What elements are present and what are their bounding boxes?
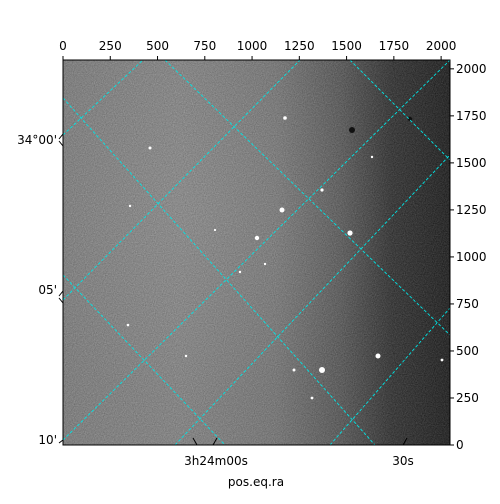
left-axis: 34°00' 05' 10' — [17, 133, 64, 447]
right-tick-label: 2000 — [456, 62, 487, 76]
left-tick — [58, 290, 64, 297]
left-tick-label: 05' — [38, 283, 57, 297]
top-tick-label: 750 — [193, 39, 216, 53]
right-axis: 0 250 500 750 1000 1250 1500 1750 2000 — [450, 62, 487, 452]
star — [213, 228, 217, 232]
top-tick-label: 1000 — [237, 39, 268, 53]
top-tick-label: 500 — [146, 39, 169, 53]
right-tick-label: 1750 — [456, 109, 487, 123]
bottom-tick — [402, 437, 408, 446]
right-tick-label: 250 — [456, 391, 479, 405]
star — [349, 127, 355, 133]
star — [310, 396, 314, 400]
grid-line-dec — [63, 60, 144, 136]
star — [128, 204, 132, 208]
star — [184, 354, 188, 358]
grid-line-dec — [174, 154, 450, 445]
grid-line-ra — [63, 97, 376, 445]
star — [440, 358, 444, 362]
grid-line-ra — [63, 274, 226, 445]
x-axis-label: pos.eq.ra — [228, 475, 284, 489]
star — [238, 270, 242, 274]
bottom-tick-label: 30s — [392, 454, 414, 468]
coordinate-grid — [63, 60, 450, 445]
star — [320, 188, 324, 192]
grid-line-ra — [164, 60, 450, 336]
star — [407, 116, 413, 122]
left-tick — [58, 140, 64, 147]
bottom-tick-label: 3h24m00s — [184, 454, 248, 468]
top-tick-label: 1500 — [331, 39, 362, 53]
star — [148, 146, 152, 150]
top-tick-label: 0 — [59, 39, 67, 53]
star — [370, 155, 374, 159]
bottom-tick — [212, 437, 218, 446]
bottom-tick — [192, 437, 198, 446]
bottom-axis: 3h24m00s 30s — [184, 437, 414, 468]
star — [279, 207, 285, 213]
image-grain — [63, 60, 450, 445]
top-axis: 0 250 500 750 1000 1250 1500 1750 2000 — [59, 39, 456, 60]
right-tick-label: 1500 — [456, 156, 487, 170]
plot-frame — [62, 59, 451, 446]
star — [375, 353, 381, 359]
right-tick-label: 500 — [456, 344, 479, 358]
star — [347, 230, 353, 236]
top-tick-label: 250 — [99, 39, 122, 53]
plot-area — [63, 60, 450, 445]
star — [263, 262, 267, 266]
right-tick-label: 750 — [456, 297, 479, 311]
star — [126, 323, 130, 327]
star — [283, 116, 287, 120]
grid-line-dec — [63, 60, 301, 301]
left-tick-label: 10' — [38, 433, 57, 447]
right-tick-label: 1000 — [456, 250, 487, 264]
left-tick — [58, 133, 64, 140]
left-tick — [58, 439, 64, 444]
star — [319, 367, 325, 373]
top-tick-label: 1250 — [284, 39, 315, 53]
right-tick-label: 1250 — [456, 203, 487, 217]
grid-line-dec — [63, 60, 450, 441]
right-tick-label: 0 — [456, 438, 464, 452]
grid-line-ra — [349, 60, 450, 161]
grid-line-dec — [329, 307, 450, 445]
star — [292, 368, 296, 372]
star — [254, 235, 260, 241]
left-tick-label: 34°00' — [17, 133, 57, 147]
top-tick-label: 2000 — [426, 39, 457, 53]
top-tick-label: 1750 — [379, 39, 410, 53]
stars-layer — [126, 116, 444, 400]
left-tick — [58, 297, 64, 304]
